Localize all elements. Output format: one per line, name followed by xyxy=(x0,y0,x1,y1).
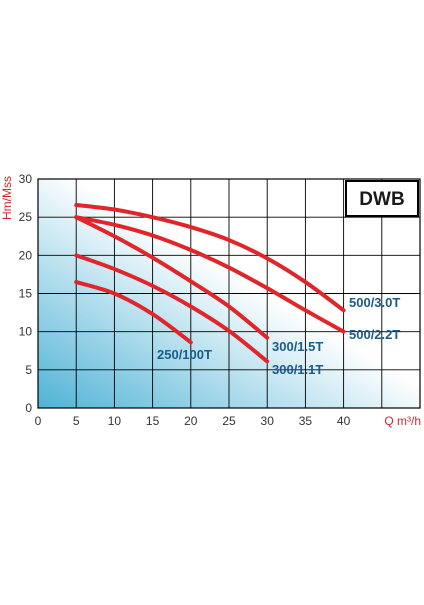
series-label-3: 300/1.1T xyxy=(272,362,323,377)
y-axis-ticks: 0 5 10 15 20 25 30 xyxy=(19,172,33,415)
title-box: DWB xyxy=(345,180,419,217)
series-line-2 xyxy=(74,215,270,340)
x-tick-label: 30 xyxy=(261,414,275,428)
x-tick-label: 35 xyxy=(299,414,313,428)
series-line-0 xyxy=(74,202,346,313)
series-label-0: 500/3.0T xyxy=(349,295,400,310)
series-line-4 xyxy=(74,280,193,345)
y-tick-label: 15 xyxy=(19,287,33,301)
series-line-1 xyxy=(74,215,346,334)
series-label-2: 300/1.5T xyxy=(272,339,323,354)
y-axis-label: Hm/Mss xyxy=(0,176,14,220)
series-label-1: 500/2.2T xyxy=(349,327,400,342)
series xyxy=(74,202,346,364)
y-tick-label: 0 xyxy=(25,401,32,415)
x-tick-label: 5 xyxy=(73,414,80,428)
y-tick-label: 5 xyxy=(25,363,32,377)
y-tick-label: 20 xyxy=(19,248,33,262)
series-line-3 xyxy=(74,253,270,364)
x-axis-ticks: 0 5 10 15 20 25 30 35 40 xyxy=(35,414,351,428)
x-tick-label: 20 xyxy=(184,414,198,428)
x-tick-label: 0 xyxy=(35,414,42,428)
x-tick-label: 25 xyxy=(222,414,236,428)
chart-title: DWB xyxy=(359,189,404,210)
y-tick-label: 10 xyxy=(19,325,33,339)
y-tick-label: 30 xyxy=(19,172,33,186)
series-labels: 500/3.0T 500/2.2T 300/1.5T 300/1.1T 250/100T xyxy=(157,295,400,377)
x-tick-label: 15 xyxy=(146,414,160,428)
plot-frame xyxy=(37,178,421,409)
x-axis-label: Q m³/h xyxy=(384,414,421,428)
y-tick-label: 25 xyxy=(19,210,33,224)
series-label-4: 250/100T xyxy=(157,347,212,362)
x-tick-label: 40 xyxy=(337,414,351,428)
x-tick-label: 10 xyxy=(108,414,122,428)
